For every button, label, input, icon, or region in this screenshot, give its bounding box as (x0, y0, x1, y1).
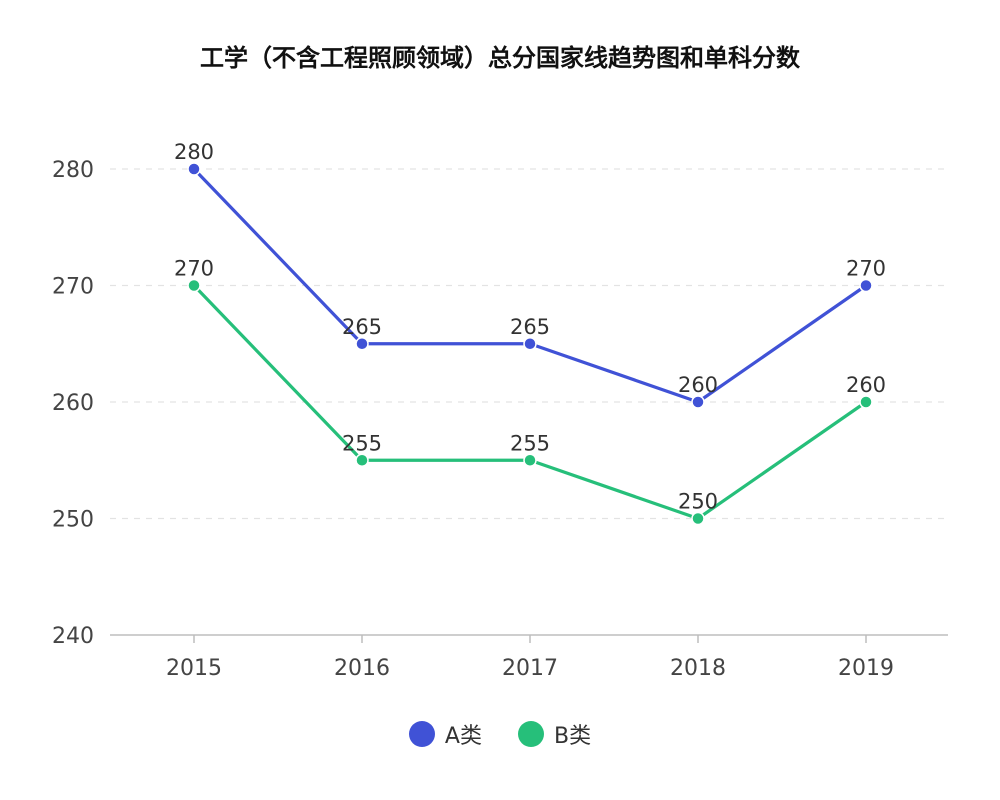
y-tick-label: 260 (52, 391, 94, 416)
y-tick-label: 270 (52, 275, 94, 300)
y-tick-label: 250 (52, 508, 94, 533)
data-point[interactable] (187, 162, 201, 176)
data-label: 250 (678, 490, 718, 514)
data-point[interactable] (355, 453, 369, 467)
legend-item-a[interactable]: A类 (408, 718, 482, 750)
x-tick-label: 2016 (334, 656, 390, 681)
data-point[interactable] (355, 337, 369, 351)
legend-label-b: B类 (553, 724, 592, 749)
data-label: 270 (174, 257, 214, 281)
data-labels: 280 265 265 260 270 270 255 255 250 260 (174, 140, 886, 514)
data-point[interactable] (859, 395, 873, 409)
data-point[interactable] (691, 511, 705, 526)
x-tick-label: 2017 (502, 656, 558, 681)
y-tick-label: 240 (52, 624, 94, 649)
x-tick-label: 2019 (838, 656, 894, 681)
data-point[interactable] (691, 395, 705, 409)
x-tick-label: 2018 (670, 656, 726, 681)
data-label: 260 (678, 373, 718, 397)
data-label: 255 (342, 431, 382, 455)
data-label: 265 (510, 315, 550, 339)
x-tick-label: 2015 (166, 656, 222, 681)
data-point[interactable] (187, 278, 201, 293)
legend-label-a: A类 (444, 724, 482, 749)
legend-item-b[interactable]: B类 (517, 718, 592, 750)
y-tick-label: 280 (52, 158, 94, 183)
chart-title: 工学（不含工程照顾领域）总分国家线趋势图和单科分数 (200, 44, 800, 72)
legend-swatch-a (408, 721, 435, 747)
data-label: 265 (342, 315, 382, 339)
data-point[interactable] (859, 278, 873, 293)
axis-ticks: 240 250 260 270 280 2015 2016 2017 2018 2019 (52, 158, 894, 681)
grid-lines (110, 168, 948, 520)
data-point[interactable] (523, 453, 537, 467)
legend-swatch-b (517, 721, 544, 747)
legend: A类 B类 (0, 718, 1000, 750)
data-label: 270 (846, 257, 886, 281)
data-label: 280 (174, 140, 214, 164)
data-label: 260 (846, 373, 886, 397)
data-label: 255 (510, 431, 550, 455)
series-lines (187, 162, 873, 526)
data-point[interactable] (523, 337, 537, 351)
